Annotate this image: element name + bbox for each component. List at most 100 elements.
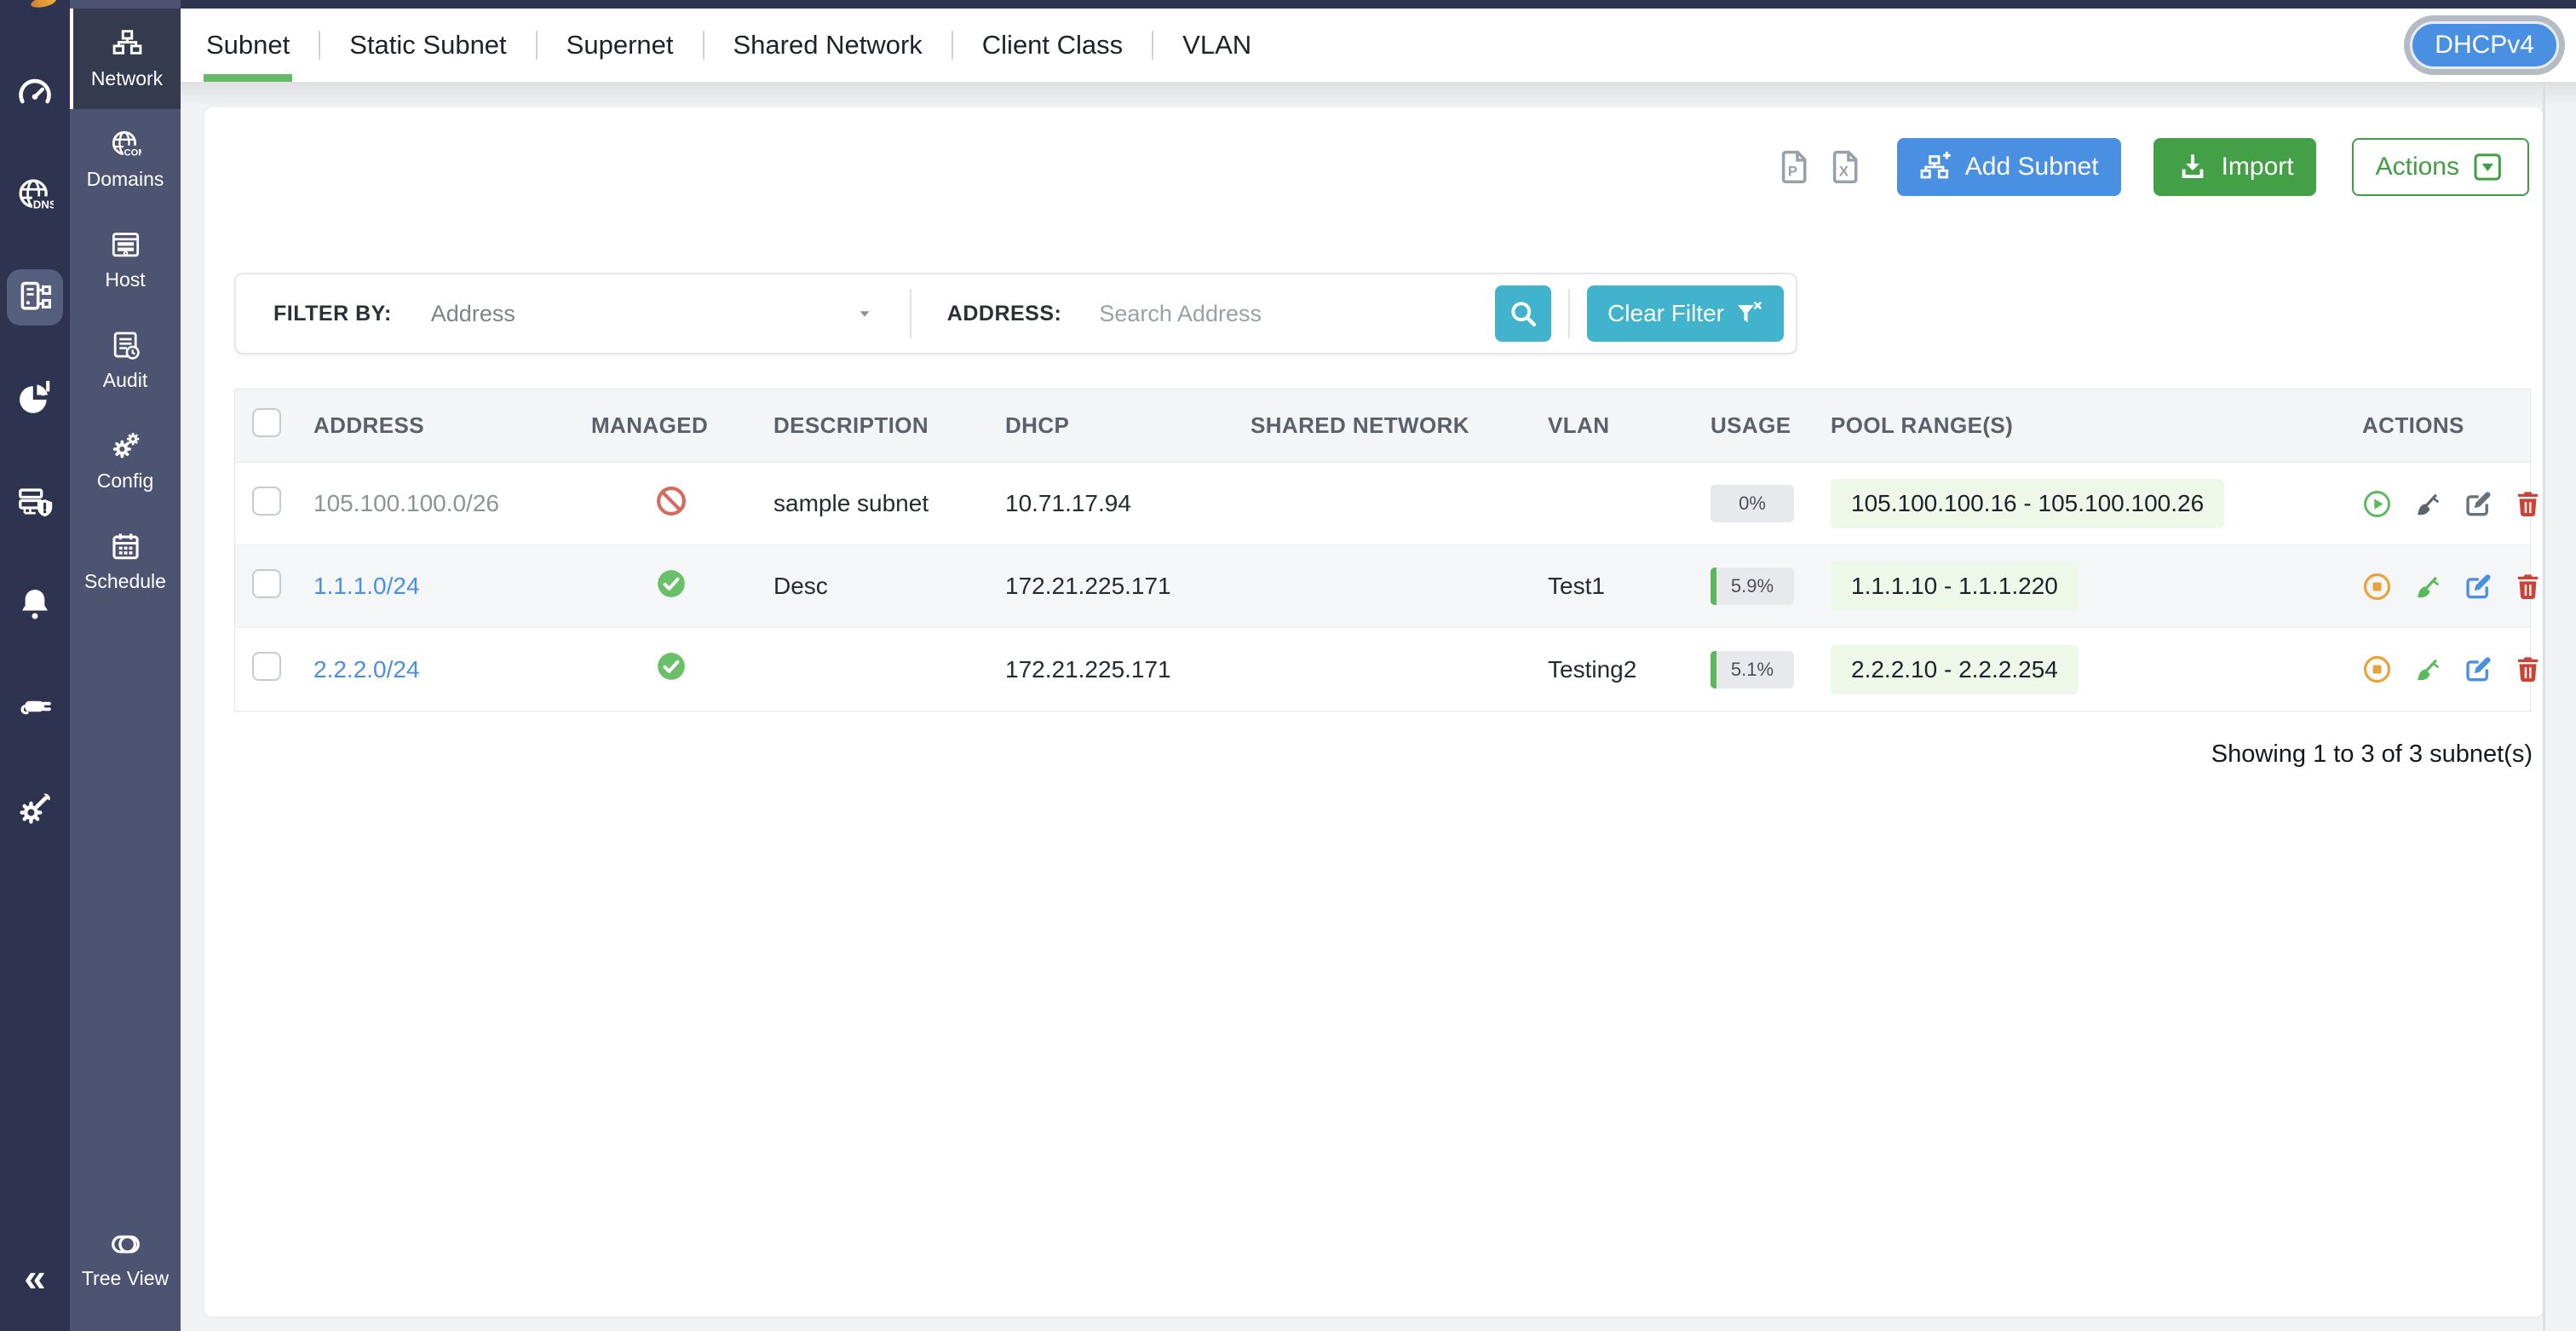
settings-gear-wrench-icon[interactable] — [15, 789, 55, 828]
delete-subnet-button[interactable] — [2513, 489, 2543, 519]
clear-filter-button[interactable]: Clear Filter — [1587, 285, 1784, 342]
export-excel-icon[interactable]: X — [1827, 146, 1865, 188]
ipam-subnet-icon[interactable] — [15, 278, 55, 317]
domains-globe-icon: COM — [112, 130, 141, 158]
subnet-address-link[interactable]: 1.1.1.0/24 — [313, 573, 420, 599]
vlan-cell: Test1 — [1548, 573, 1605, 599]
notifications-bell-icon[interactable] — [15, 585, 55, 624]
tab-separator — [1152, 31, 1154, 60]
column-header-actions: ACTIONS — [2362, 412, 2464, 438]
column-header-shared-network: SHARED NETWORK — [1251, 412, 1469, 438]
sidebar-item-domains[interactable]: COM Domains — [70, 109, 181, 210]
delete-subnet-button[interactable] — [2513, 572, 2543, 602]
import-button[interactable]: Import — [2153, 138, 2316, 196]
dhcp-cell: 172.21.225.171 — [1005, 573, 1171, 599]
pool-range-badge: 105.100.100.16 - 105.100.100.26 — [1831, 479, 2225, 528]
tab-bar: Subnet Static Subnet Supernet Shared Net… — [181, 9, 2576, 82]
tab-separator — [535, 31, 538, 60]
integrations-plug-icon[interactable] — [15, 687, 55, 726]
add-subnet-label: Add Subnet — [1964, 153, 2099, 181]
host-server-icon — [112, 232, 139, 256]
vlan-cell: Testing2 — [1548, 655, 1637, 683]
cleanup-broom-button[interactable] — [2412, 654, 2442, 684]
module-sidebar: Network COM Domains Host Audit Config Sc… — [70, 0, 181, 1331]
address-search-input[interactable] — [1099, 300, 1496, 327]
dhcp-version-badge[interactable]: DHCPv4 — [2404, 15, 2565, 75]
description-cell: Desc — [773, 573, 828, 599]
dhcp-version-label: DHCPv4 — [2410, 21, 2559, 69]
table-row: 1.1.1.0/24 Desc 172.21.225.171 Test1 5.9… — [235, 545, 2539, 628]
network-sitemap-icon — [112, 29, 141, 55]
server-security-icon[interactable] — [15, 482, 55, 521]
tab-label: Client Class — [981, 30, 1124, 60]
dashboard-gauge-icon[interactable] — [15, 73, 55, 112]
dhcp-cell: 172.21.225.171 — [1005, 655, 1171, 683]
tab-label: Supernet — [566, 30, 674, 60]
delete-subnet-button[interactable] — [2513, 654, 2543, 684]
export-pdf-icon[interactable]: P — [1776, 146, 1814, 188]
tab-subnet[interactable]: Subnet — [204, 9, 293, 82]
subnet-address-link[interactable]: 2.2.2.0/24 — [313, 655, 420, 683]
filter-by-label: FILTER BY: — [273, 301, 392, 326]
add-subnet-button[interactable]: Add Subnet — [1896, 138, 2121, 196]
column-header-pool-ranges: POOL RANGE(S) — [1831, 412, 2014, 438]
sidebar-item-label: Tree View — [81, 1266, 170, 1289]
row-actions — [2325, 572, 2543, 602]
clear-filter-funnel-icon — [1737, 302, 1762, 323]
column-header-dhcp: DHCP — [1005, 412, 1070, 438]
edit-subnet-button[interactable] — [2463, 654, 2493, 684]
resume-subnet-button[interactable] — [2362, 489, 2392, 519]
row-checkbox[interactable] — [252, 652, 281, 681]
edit-subnet-button[interactable] — [2463, 572, 2493, 602]
search-icon — [1511, 302, 1537, 327]
dns-globe-icon[interactable]: DNS — [15, 176, 55, 215]
schedule-calendar-icon — [112, 533, 139, 559]
column-header-vlan: VLAN — [1548, 412, 1610, 438]
subnet-address-link[interactable]: 105.100.100.0/26 — [313, 490, 499, 516]
sidebar-item-label: Domains — [86, 167, 164, 190]
tab-vlan[interactable]: VLAN — [1180, 9, 1254, 82]
managed-enabled-icon — [655, 650, 687, 683]
svg-text:DNS: DNS — [33, 198, 54, 210]
scrollbar[interactable] — [2543, 82, 2576, 1331]
stop-subnet-button[interactable] — [2362, 572, 2392, 602]
tab-supernet[interactable]: Supernet — [564, 9, 676, 82]
toolbar: P X Add Subnet Import Actions — [204, 107, 2543, 196]
sidebar-item-host[interactable]: Host — [70, 210, 181, 310]
usage-bar — [1711, 568, 1716, 605]
sidebar-item-audit[interactable]: Audit — [70, 310, 181, 411]
reports-pie-chart-icon[interactable] — [15, 380, 55, 419]
sidebar-item-schedule[interactable]: Schedule — [70, 511, 181, 612]
actions-button[interactable]: Actions — [2351, 138, 2529, 196]
sidebar-item-network[interactable]: Network — [70, 9, 181, 109]
column-header-description: DESCRIPTION — [773, 412, 929, 438]
edit-subnet-button[interactable] — [2463, 489, 2493, 519]
select-all-checkbox[interactable] — [252, 408, 281, 437]
row-checkbox[interactable] — [252, 486, 281, 516]
tab-client-class[interactable]: Client Class — [980, 9, 1125, 82]
managed-enabled-icon — [655, 568, 687, 600]
tab-shared-network[interactable]: Shared Network — [731, 9, 925, 82]
svg-text:P: P — [1788, 164, 1797, 179]
cleanup-broom-button[interactable] — [2412, 489, 2442, 519]
search-button[interactable] — [1495, 285, 1552, 342]
top-bar — [181, 0, 2576, 9]
tab-label: VLAN — [1182, 30, 1252, 60]
sidebar-item-label: Audit — [102, 368, 148, 391]
row-checkbox[interactable] — [252, 568, 281, 598]
tab-static-subnet[interactable]: Static Subnet — [347, 9, 509, 82]
clear-filter-label: Clear Filter — [1607, 300, 1724, 326]
usage-badge: 5.1% — [1711, 650, 1794, 689]
collapse-sidebar-button[interactable]: « — [0, 1258, 70, 1297]
filter-by-select[interactable]: Address — [431, 301, 874, 327]
sidebar-item-label: Host — [105, 268, 146, 291]
sidebar-item-tree-view[interactable]: Tree View — [70, 1212, 181, 1305]
tab-label: Shared Network — [733, 30, 923, 60]
sidebar-item-config[interactable]: Config — [70, 411, 181, 511]
stop-subnet-button[interactable] — [2362, 654, 2392, 684]
subnet-table: ADDRESS MANAGED DESCRIPTION DHCP SHARED … — [234, 389, 2539, 712]
cleanup-broom-button[interactable] — [2412, 572, 2442, 602]
tab-separator — [319, 31, 321, 60]
filter-divider — [1568, 289, 1571, 338]
content-card: P X Add Subnet Import Actions — [204, 107, 2543, 1317]
